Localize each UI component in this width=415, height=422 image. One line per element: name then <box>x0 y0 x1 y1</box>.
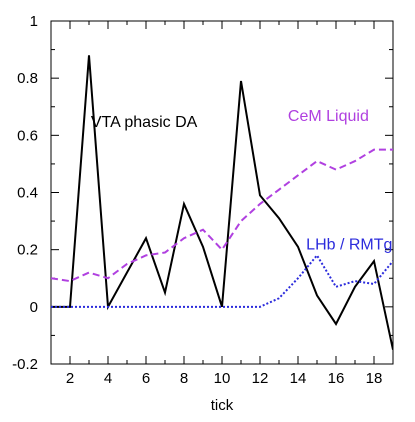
x-tick-label: 18 <box>366 370 383 387</box>
x-tick-label: 10 <box>214 370 231 387</box>
series-line-0 <box>51 55 393 350</box>
y-tick-label: 1 <box>30 13 38 30</box>
y-tick-label: 0.6 <box>17 127 38 144</box>
x-tick-label: 12 <box>252 370 269 387</box>
y-tick-label: -0.2 <box>12 356 38 373</box>
x-tick-label: 16 <box>328 370 345 387</box>
x-axis-title: tick <box>211 397 234 414</box>
y-axis-ticks: -0.2 0 0.2 0.4 0.6 0.8 1 <box>12 13 393 373</box>
y-tick-label: 0.4 <box>17 185 38 202</box>
series-line-1 <box>51 148 393 283</box>
series-annotations: VTA phasic DA CeM Liquid LHb / RMTg <box>91 108 393 254</box>
y-tick-label: 0.8 <box>17 70 38 87</box>
series-line-2 <box>51 253 393 308</box>
series-label-0: VTA phasic DA <box>91 114 198 131</box>
y-tick-label: 0 <box>30 299 38 316</box>
x-tick-label: 6 <box>142 370 150 387</box>
series-lines <box>51 55 393 350</box>
x-tick-label: 14 <box>290 370 307 387</box>
x-tick-label: 8 <box>180 370 188 387</box>
x-tick-label: 4 <box>104 370 112 387</box>
x-axis-ticks: 2 4 6 8 10 12 14 16 18 <box>50 21 394 387</box>
y-tick-label: 0.2 <box>17 242 38 259</box>
series-label-1: CeM Liquid <box>288 108 369 125</box>
series-label-2: LHb / RMTg <box>306 237 392 254</box>
x-tick-label: 2 <box>66 370 74 387</box>
